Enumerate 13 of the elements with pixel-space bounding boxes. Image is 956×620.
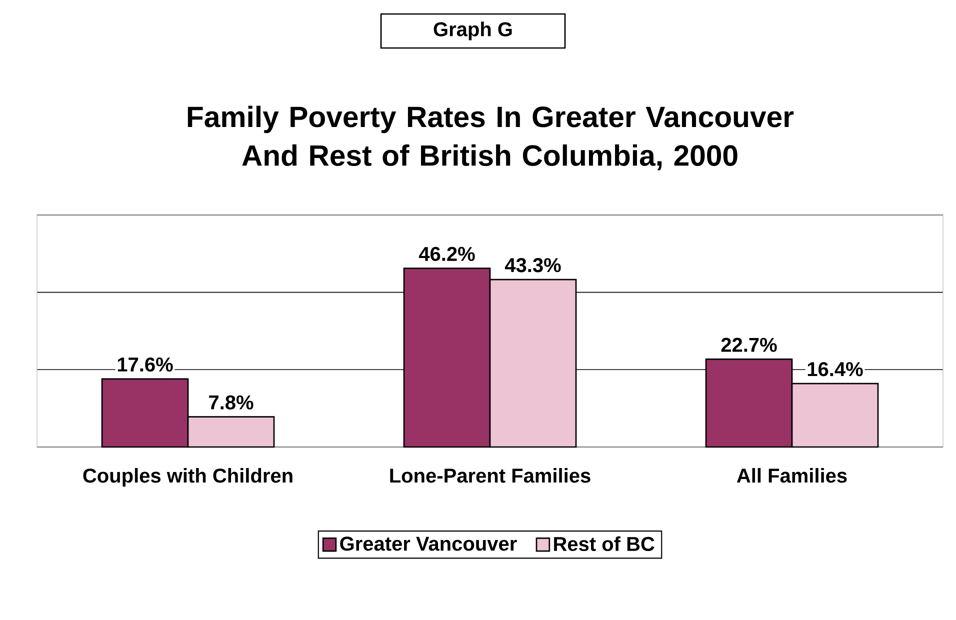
legend-label: Greater Vancouver <box>340 536 517 551</box>
data-label: 43.3% <box>504 258 561 272</box>
text: Graph G <box>434 22 512 40</box>
x-tick-label: Couples with Children <box>83 468 292 487</box>
x-tick-label: Lone-Parent Families <box>390 468 590 483</box>
legend-label: Rest of BC <box>554 536 654 552</box>
chart-title: Family Poverty Rates In Greater Vancouver And Rest of British Columbia, 2000 <box>188 106 794 170</box>
data-label: 22.7% <box>721 338 777 352</box>
x-tick-label: All Families <box>736 468 847 483</box>
data-label: 16.4% <box>808 362 863 376</box>
data-label: 46.2% <box>418 246 475 262</box>
data-label: 17.6% <box>118 357 173 372</box>
data-label: 7.8% <box>209 395 254 410</box>
